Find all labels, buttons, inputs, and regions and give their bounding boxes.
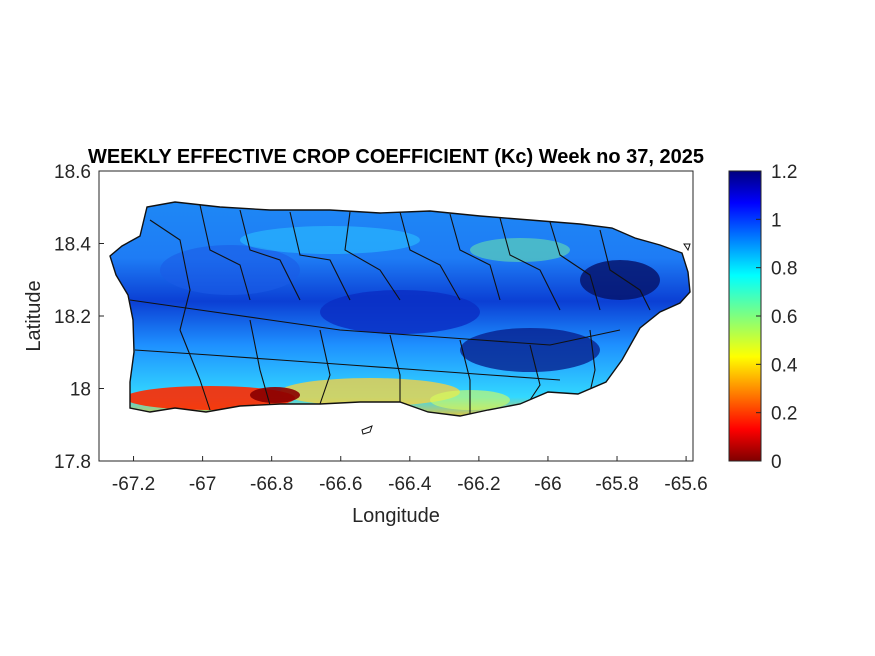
zone-north-coast bbox=[240, 226, 420, 254]
x-tick-label: -65.8 bbox=[595, 474, 638, 495]
y-axis-label: Latitude bbox=[23, 280, 45, 351]
colorbar-tick-label: 0.6 bbox=[771, 307, 797, 328]
x-tick-label: -66.8 bbox=[250, 474, 293, 495]
x-tick-label: -67.2 bbox=[112, 474, 155, 495]
x-tick-label: -65.6 bbox=[664, 474, 707, 495]
zone-west-interior bbox=[160, 245, 300, 295]
zone-north-central-green bbox=[470, 238, 570, 262]
small-island bbox=[683, 243, 691, 252]
y-axis: 17.8 18 18.2 18.4 18.6 bbox=[54, 162, 104, 473]
colorbar bbox=[728, 170, 762, 462]
y-tick-label: 18.2 bbox=[54, 307, 91, 328]
x-axis-label: Longitude bbox=[352, 505, 440, 527]
x-tick-label: -66.4 bbox=[388, 474, 432, 495]
y-tick-label: 17.8 bbox=[54, 452, 91, 473]
colorbar-tick-label: 0.4 bbox=[771, 355, 798, 376]
x-tick-label: -66 bbox=[534, 474, 561, 495]
x-axis: -67.2 -67 -66.8 -66.6 -66.4 -66.2 -66 -65.8 -65.… bbox=[112, 456, 708, 495]
y-tick-label: 18.6 bbox=[54, 162, 91, 183]
chart-title: WEEKLY EFFECTIVE CROP COEFFICIENT (Kc) W… bbox=[88, 146, 704, 168]
y-tick-label: 18 bbox=[70, 380, 91, 401]
zone-east-central bbox=[460, 328, 600, 372]
x-tick-label: -66.6 bbox=[319, 474, 362, 495]
y-tick-label: 18.4 bbox=[54, 235, 91, 256]
municipal-boundaries bbox=[129, 204, 651, 414]
x-tick-label: -66.2 bbox=[457, 474, 500, 495]
x-tick-label: -67 bbox=[189, 474, 216, 495]
small-island bbox=[361, 425, 373, 435]
zone-south-coast bbox=[280, 378, 460, 406]
zone-southwest-dark bbox=[250, 387, 300, 403]
colorbar-tick-label: 1.2 bbox=[771, 162, 797, 183]
colorbar-tick-label: 0.2 bbox=[771, 404, 797, 425]
colorbar-tick-label: 0.8 bbox=[771, 259, 797, 280]
zone-central-cordillera bbox=[320, 290, 480, 334]
colorbar-tick-label: 1 bbox=[771, 210, 782, 231]
colorbar-tick-label: 0 bbox=[771, 452, 782, 473]
colorbar-axis: 0 0.2 0.4 0.6 0.8 1 1.2 bbox=[756, 162, 798, 473]
